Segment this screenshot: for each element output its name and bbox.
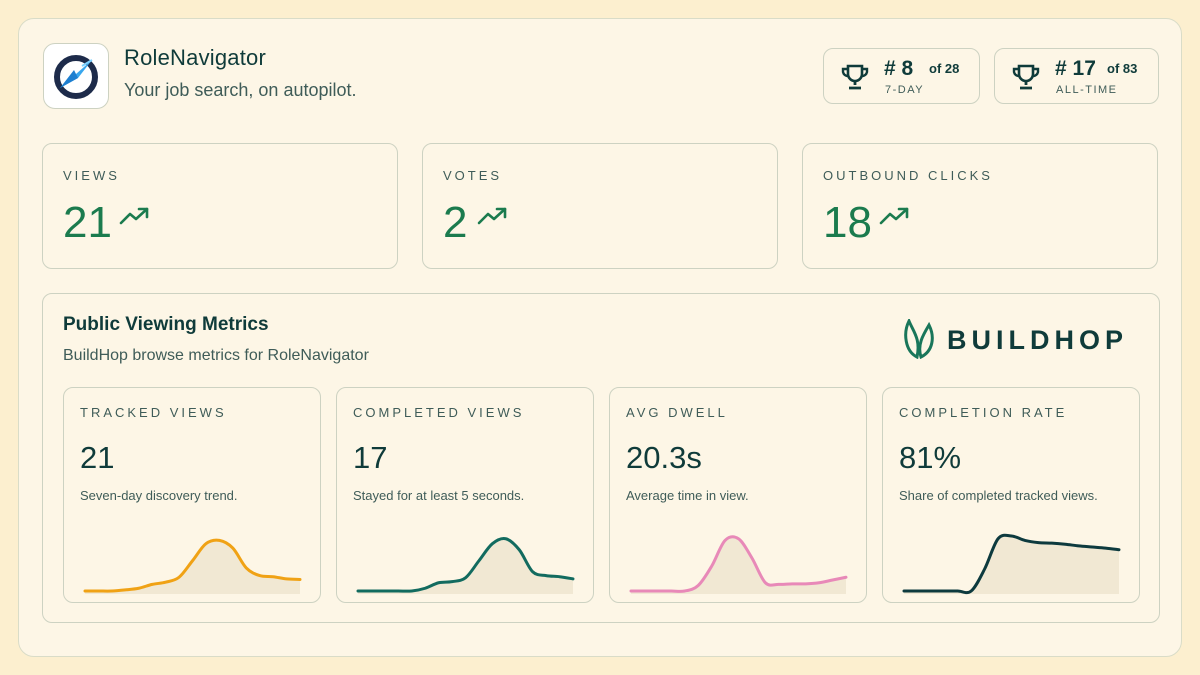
stat-value: 18	[823, 198, 872, 247]
trend-up-icon	[879, 207, 909, 225]
stat-label: OUTBOUND CLICKS	[823, 168, 993, 183]
buildhop-logo[interactable]: BUILDHOP	[899, 319, 1139, 359]
stat-label: VIEWS	[63, 168, 120, 183]
sparkline-line	[902, 533, 1121, 595]
panel-subtitle: BuildHop browse metrics for RoleNavigato…	[63, 347, 369, 364]
sparkline-completed-views	[356, 537, 575, 594]
metric-description: Share of completed tracked views.	[899, 488, 1098, 503]
metric-card-tracked-views: TRACKED VIEWS 21 Seven-day discovery tre…	[63, 387, 321, 603]
sparkline-line	[629, 535, 848, 593]
trophy-icon	[1012, 64, 1040, 90]
sparkline-completion-rate	[902, 533, 1121, 595]
stat-value: 21	[63, 198, 112, 247]
metric-description: Average time in view.	[626, 488, 749, 503]
brand-wordmark: BUILDHOP	[947, 325, 1128, 355]
panel-title: Public Viewing Metrics	[63, 314, 269, 335]
stat-value: 2	[443, 198, 468, 247]
metric-label: TRACKED VIEWS	[80, 405, 227, 420]
rank-period: 7-DAY	[885, 84, 925, 96]
stat-card-votes: VOTES 2	[422, 143, 778, 269]
metric-label: COMPLETION RATE	[899, 405, 1068, 420]
trophy-icon	[841, 64, 869, 90]
metric-label: COMPLETED VIEWS	[353, 405, 525, 420]
rank-badge-7-day[interactable]: # 8 of 28 7-DAY	[823, 48, 980, 104]
public-viewing-metrics-panel: Public Viewing Metrics BuildHop browse m…	[42, 293, 1160, 623]
metric-description: Seven-day discovery trend.	[80, 488, 238, 503]
metric-label: AVG DWELL	[626, 405, 728, 420]
rank-total: of 83	[1107, 61, 1138, 76]
stat-label: VOTES	[443, 168, 503, 183]
metric-value: 20.3s	[626, 440, 702, 475]
sparkline-avg-dwell	[629, 535, 848, 594]
sparkline-line	[356, 537, 575, 593]
leaf-icon	[904, 319, 934, 359]
trend-up-icon	[119, 207, 149, 225]
rank-badge-all-time[interactable]: # 17 of 83 ALL-TIME	[994, 48, 1159, 104]
metric-card-avg-dwell: AVG DWELL 20.3s Average time in view.	[609, 387, 867, 603]
sparkline-area	[631, 536, 846, 594]
sparkline-area	[85, 540, 300, 594]
metric-card-completed-views: COMPLETED VIEWS 17 Stayed for at least 5…	[336, 387, 594, 603]
app-logo[interactable]	[43, 43, 109, 109]
sparkline-area	[904, 535, 1119, 594]
rank-total: of 28	[929, 61, 960, 76]
rank-position: # 17	[1055, 57, 1096, 80]
paper-plane-compass-icon	[54, 55, 98, 99]
product-card: RoleNavigator Your job search, on autopi…	[18, 18, 1182, 657]
trend-up-icon	[477, 207, 507, 225]
stat-card-outbound-clicks: OUTBOUND CLICKS 18	[802, 143, 1158, 269]
metric-description: Stayed for at least 5 seconds.	[353, 488, 525, 503]
sparkline-area	[358, 538, 573, 594]
metric-value: 21	[80, 440, 115, 475]
metric-value: 17	[353, 440, 388, 475]
rank-period: ALL-TIME	[1056, 84, 1118, 96]
app-name[interactable]: RoleNavigator	[124, 45, 267, 70]
app-tagline: Your job search, on autopilot.	[124, 80, 357, 100]
metric-value: 81%	[899, 440, 962, 475]
stat-card-views: VIEWS 21	[42, 143, 398, 269]
rank-position: # 8	[884, 57, 914, 80]
sparkline-line	[83, 538, 302, 593]
metric-card-completion-rate: COMPLETION RATE 81% Share of completed t…	[882, 387, 1140, 603]
sparkline-tracked-views	[83, 538, 302, 594]
